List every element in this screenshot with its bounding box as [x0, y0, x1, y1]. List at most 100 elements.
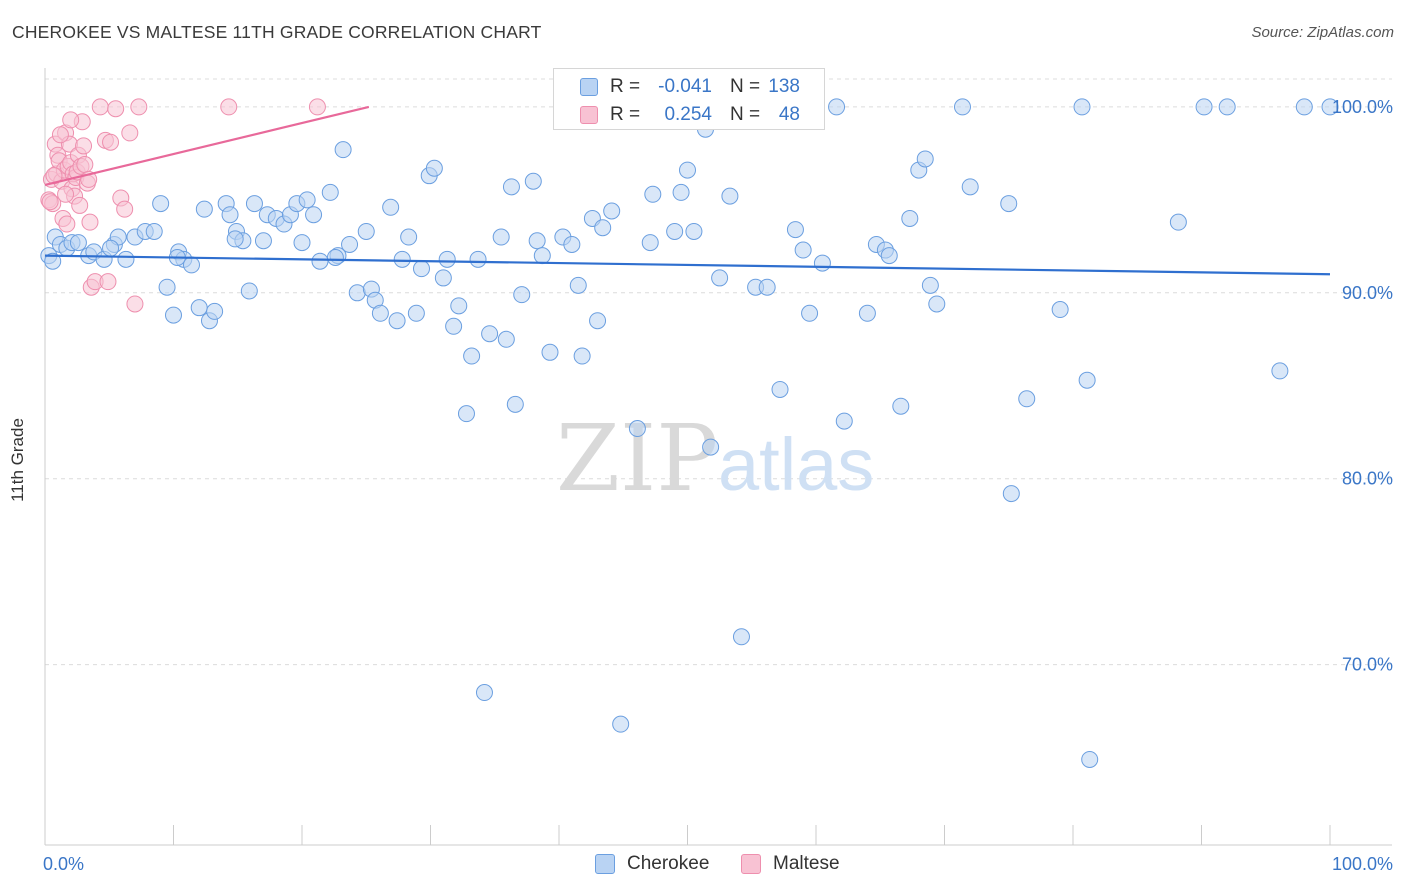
cherokee-point [245, 195, 263, 213]
cherokee-point [425, 159, 443, 177]
y-tick-label: 90.0% [1342, 283, 1393, 303]
cherokee-point [928, 295, 946, 313]
cherokee-point [801, 304, 819, 322]
cherokee-point [305, 206, 323, 224]
maltese-point [51, 126, 69, 144]
cherokee-point [393, 250, 411, 268]
cherokee-point [44, 252, 62, 270]
cherokee-point [672, 183, 690, 201]
cherokee-point [357, 222, 375, 240]
cherokee-point [165, 306, 182, 324]
cherokee-point [541, 343, 559, 361]
cherokee-swatch [580, 78, 598, 96]
maltese-point [99, 273, 117, 291]
cherokee-point [533, 247, 551, 265]
cherokee-point [298, 191, 316, 209]
cherokee-point [813, 254, 831, 272]
maltese-point [107, 100, 125, 118]
maltese-point [116, 200, 134, 218]
trend-lines [44, 105, 1331, 276]
maltese-point [41, 193, 59, 211]
cherokee-point [880, 247, 898, 265]
cherokee-point [685, 222, 703, 240]
maltese-point [91, 98, 109, 116]
cherokee-point [732, 628, 750, 646]
cherokee-point [311, 252, 329, 270]
cherokee-point [481, 325, 499, 343]
cherokee-point [497, 330, 515, 348]
cherokee-point [341, 235, 359, 253]
cherokee-point [858, 304, 876, 322]
cherokee-point [69, 234, 87, 252]
cherokee-point [158, 278, 176, 296]
cherokee-point [434, 269, 452, 287]
cherokee-point [666, 222, 684, 240]
cherokee-legend-label: Cherokee [627, 853, 710, 874]
cherokee-series [40, 79, 1339, 768]
cherokee-n-value: 138 [768, 76, 800, 97]
cherokee-point [1271, 362, 1289, 380]
cherokee-point [1295, 98, 1313, 116]
x-tick-label: 0.0% [43, 854, 84, 874]
cherokee-point [469, 250, 487, 268]
cherokee-point [921, 276, 939, 294]
maltese-point [57, 185, 75, 203]
maltese-point [62, 111, 80, 129]
maltese-point [76, 156, 94, 174]
x-tick-label: 100.0% [1332, 854, 1393, 874]
cherokee-point [628, 420, 646, 438]
cherokee-point [457, 405, 475, 423]
cherokee-point [594, 219, 612, 237]
cherokee-point [371, 304, 389, 322]
maltese-r-value: 0.254 [664, 104, 712, 125]
cherokee-point [195, 200, 213, 218]
cherokee-point [612, 715, 630, 733]
cherokee-point [182, 256, 200, 274]
cherokee-point [1081, 750, 1099, 768]
maltese-point [58, 215, 76, 233]
cherokee-point [644, 185, 662, 203]
watermark: ZIP atlas [556, 405, 874, 512]
maltese-series [40, 98, 326, 313]
cherokee-point [1321, 98, 1339, 116]
cherokee-point [786, 221, 804, 239]
cherokee-point [400, 228, 418, 246]
cherokee-point [961, 178, 979, 196]
cherokee-point [1218, 98, 1236, 116]
watermark-atlas: atlas [718, 423, 874, 506]
cherokee-point [321, 183, 339, 201]
cherokee-point [240, 282, 258, 300]
maltese-point [75, 137, 93, 155]
maltese-point [130, 98, 148, 116]
cherokee-point [492, 228, 510, 246]
cherokee-point [569, 276, 587, 294]
cherokee-point [589, 312, 607, 330]
cherokee-n-label: N = [730, 76, 761, 97]
maltese-r-label: R = [610, 104, 641, 125]
cherokee-point [771, 380, 789, 398]
cherokee-point [463, 347, 481, 365]
cherokee-point [603, 202, 621, 220]
cherokee-point [1169, 213, 1187, 231]
cherokee-point [382, 198, 400, 216]
cherokee-point [524, 172, 542, 190]
cherokee-point [1078, 371, 1096, 389]
cherokee-point [1000, 195, 1018, 213]
cherokee-point [835, 412, 853, 430]
maltese-n-label: N = [730, 104, 761, 125]
cherokee-point [450, 297, 468, 315]
y-tick-label: 70.0% [1342, 655, 1393, 675]
cherokee-point [407, 304, 425, 322]
cherokee-point [502, 178, 520, 196]
cherokee-r-label: R = [610, 76, 641, 97]
y-tick-label: 80.0% [1342, 469, 1393, 489]
cherokee-point [679, 161, 696, 179]
cherokee-point [413, 260, 431, 278]
cherokee-point [475, 684, 493, 702]
cherokee-point [794, 241, 812, 259]
cherokee-trend-line [44, 254, 1331, 276]
maltese-trend-line [44, 105, 370, 187]
cherokee-point [528, 232, 546, 250]
cherokee-point [190, 299, 208, 317]
